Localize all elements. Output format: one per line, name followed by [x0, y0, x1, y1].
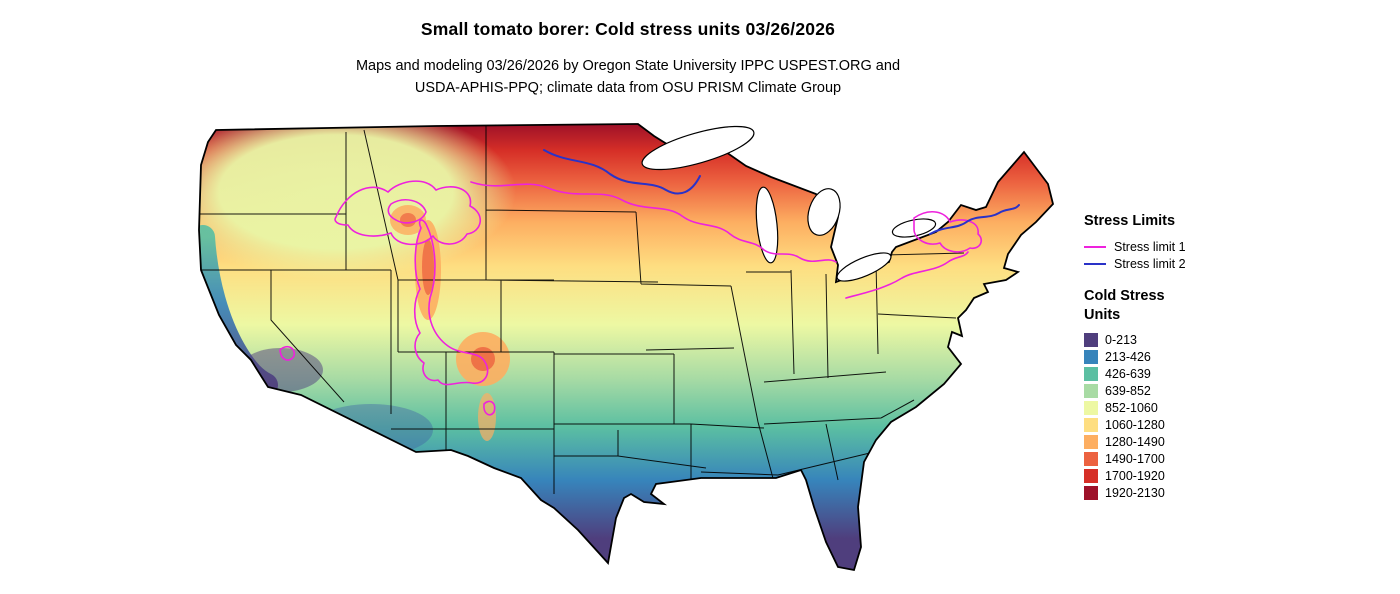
legend-bin-item: 639-852	[1084, 382, 1274, 399]
legend-bin-item: 1060-1280	[1084, 416, 1274, 433]
wasatch-core	[422, 239, 434, 295]
bin-label: 1060-1280	[1105, 417, 1165, 432]
stress-limit-2-contours	[543, 149, 1020, 235]
legend-bin-item: 1280-1490	[1084, 433, 1274, 450]
cold-stress-units-title: Cold Stress Units	[1084, 287, 1274, 325]
map-subtitle: Maps and modeling 03/26/2026 by Oregon S…	[0, 55, 1256, 99]
lake-superior	[641, 125, 755, 171]
bin-label: 213-426	[1105, 349, 1151, 364]
bin-label: 426-639	[1105, 366, 1151, 381]
lake-huron	[807, 188, 841, 236]
great-lakes	[641, 125, 937, 282]
us-cold-stress-map	[186, 122, 1062, 592]
stress-limit-label: Stress limit 2	[1114, 256, 1186, 271]
legend-bin-item: 1490-1700	[1084, 450, 1274, 467]
legend-bin-item: 213-426	[1084, 348, 1274, 365]
state-borders	[200, 126, 965, 494]
cold-stress-bin-list: 0-213 213-426 426-639 639-852 852-1060 1060-1…	[1084, 331, 1274, 501]
bin-swatch	[1084, 468, 1098, 483]
bin-swatch	[1084, 417, 1098, 432]
legend-stress-limit-item: Stress limit 1	[1084, 238, 1274, 255]
stress-limit-line-sample	[1084, 245, 1106, 248]
bin-swatch	[1084, 485, 1098, 500]
stress-limit-line-sample	[1084, 262, 1106, 265]
bin-swatch	[1084, 349, 1098, 364]
bin-swatch	[1084, 434, 1098, 449]
legend-stress-limits: Stress Limits Stress limit 1 Stress limit…	[1084, 212, 1274, 272]
yellowstone-core	[400, 213, 416, 227]
bin-label: 1700-1920	[1105, 468, 1165, 483]
legend-bin-item: 852-1060	[1084, 399, 1274, 416]
bin-swatch	[1084, 366, 1098, 381]
legend-cold-stress-units: Cold Stress Units 0-213 213-426 426-639 639-…	[1084, 287, 1274, 501]
stress-limits-list: Stress limit 1 Stress limit 2	[1084, 238, 1274, 272]
subtitle-line-1: Maps and modeling 03/26/2026 by Oregon S…	[355, 58, 901, 74]
stress-limit-label: Stress limit 1	[1114, 239, 1186, 254]
legend: Stress Limits Stress limit 1 Stress limit…	[1084, 212, 1274, 501]
bin-label: 0-213	[1105, 332, 1137, 347]
subtitle-line-2: USDA-APHIS-PPQ; climate data from OSU PR…	[414, 80, 842, 96]
bin-label: 1920-2130	[1105, 485, 1165, 500]
legend-bin-item: 1700-1920	[1084, 467, 1274, 484]
cold-stress-title-line-1: Cold Stress	[1084, 288, 1165, 304]
map-title: Small tomato borer: Cold stress units 03…	[420, 19, 836, 39]
stress-limits-title: Stress Limits	[1084, 213, 1176, 229]
lake-michigan	[755, 186, 779, 264]
legend-bin-item: 1920-2130	[1084, 484, 1274, 501]
legend-bin-item: 426-639	[1084, 365, 1274, 382]
us-map-svg	[198, 123, 1054, 571]
bin-label: 1280-1490	[1105, 434, 1165, 449]
bin-swatch	[1084, 383, 1098, 398]
bin-swatch	[1084, 451, 1098, 466]
cold-stress-title-line-2: Units	[1084, 307, 1121, 323]
bin-label: 1490-1700	[1105, 451, 1165, 466]
lake-erie	[836, 252, 892, 282]
legend-bin-item: 0-213	[1084, 331, 1274, 348]
bin-label: 639-852	[1105, 383, 1151, 398]
bin-label: 852-1060	[1105, 400, 1158, 415]
bin-swatch	[1084, 400, 1098, 415]
new-mexico-mountains-zone	[478, 393, 496, 441]
bin-swatch	[1084, 332, 1098, 347]
stress-limit-1-contours	[279, 180, 982, 416]
legend-stress-limit-item: Stress limit 2	[1084, 255, 1274, 272]
